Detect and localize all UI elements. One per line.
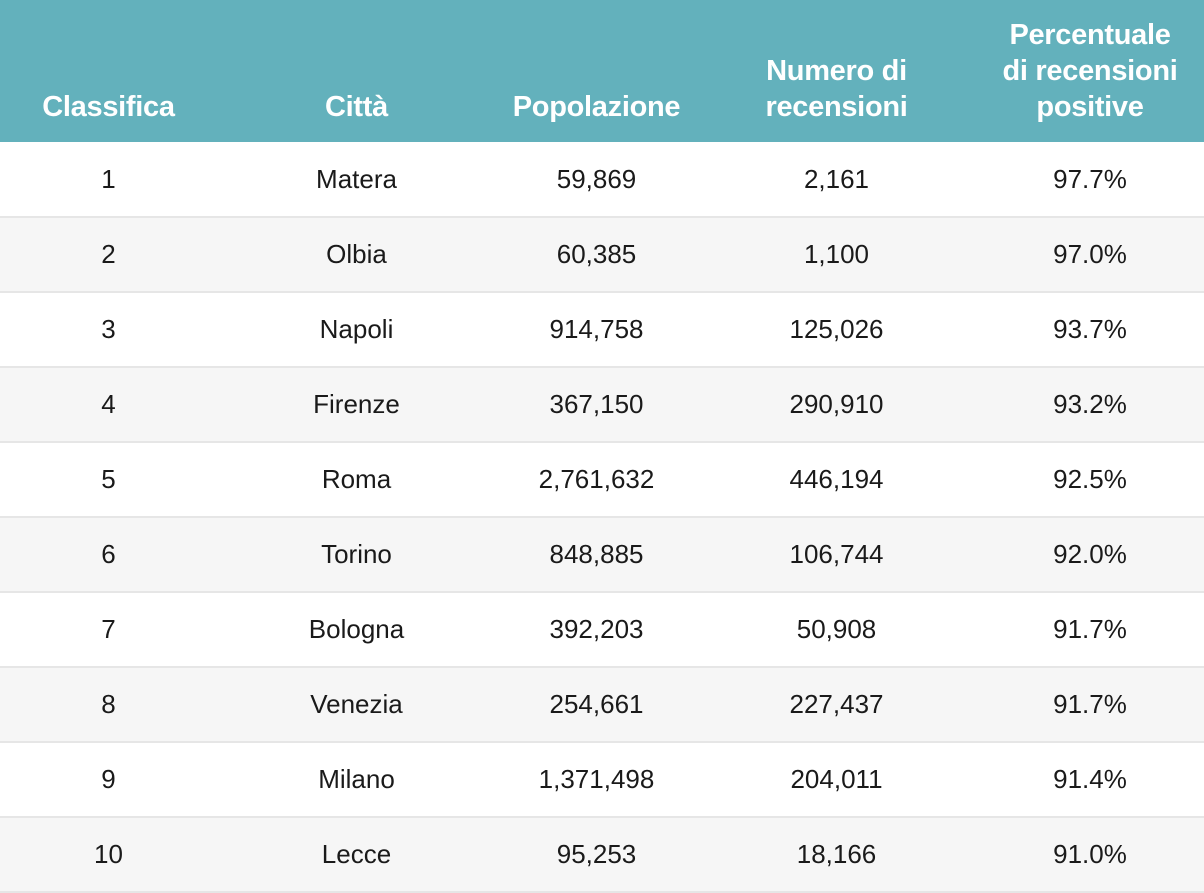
cell-rank: 9: [0, 742, 217, 818]
cell-population: 59,869: [496, 142, 697, 218]
cell-review-count: 2,161: [697, 142, 976, 218]
cell-positive-review-percent: 97.7%: [976, 142, 1204, 218]
column-header-line: positive: [1036, 91, 1144, 123]
table-row: 7 Bologna 392,203 50,908 91.7%: [0, 592, 1204, 668]
column-header-population: Popolazione: [496, 0, 697, 142]
column-header-line: Percentuale: [1009, 19, 1171, 51]
cell-positive-review-percent: 91.7%: [976, 667, 1204, 743]
table-row: 1 Matera 59,869 2,161 97.7%: [0, 142, 1204, 218]
column-header-line: Numero di: [766, 55, 907, 87]
cell-city: Napoli: [217, 292, 496, 368]
column-header-line: di recensioni: [1002, 55, 1178, 87]
cell-review-count: 446,194: [697, 442, 976, 518]
table-row: 8 Venezia 254,661 227,437 91.7%: [0, 667, 1204, 743]
column-header-line: recensioni: [765, 91, 908, 123]
column-header-line: Città: [325, 91, 388, 123]
cell-review-count: 227,437: [697, 667, 976, 743]
table-row: 6 Torino 848,885 106,744 92.0%: [0, 517, 1204, 593]
table-row: 4 Firenze 367,150 290,910 93.2%: [0, 367, 1204, 443]
cell-population: 848,885: [496, 517, 697, 593]
cell-rank: 8: [0, 667, 217, 743]
column-header-city: Città: [217, 0, 496, 142]
cell-rank: 1: [0, 142, 217, 218]
table-row: 9 Milano 1,371,498 204,011 91.4%: [0, 742, 1204, 818]
cell-city: Venezia: [217, 667, 496, 743]
cell-population: 367,150: [496, 367, 697, 443]
cell-population: 1,371,498: [496, 742, 697, 818]
cell-population: 60,385: [496, 217, 697, 293]
cell-city: Olbia: [217, 217, 496, 293]
cell-positive-review-percent: 93.2%: [976, 367, 1204, 443]
cell-population: 254,661: [496, 667, 697, 743]
cell-rank: 7: [0, 592, 217, 668]
cell-positive-review-percent: 93.7%: [976, 292, 1204, 368]
cell-population: 95,253: [496, 817, 697, 893]
cell-rank: 4: [0, 367, 217, 443]
column-header-line: Classifica: [42, 91, 175, 123]
cell-city: Matera: [217, 142, 496, 218]
cell-review-count: 106,744: [697, 517, 976, 593]
cell-city: Torino: [217, 517, 496, 593]
cell-positive-review-percent: 91.7%: [976, 592, 1204, 668]
cell-rank: 5: [0, 442, 217, 518]
column-header-positive-review-percent: Percentuale di recensioni positive: [976, 0, 1204, 142]
table-row: 10 Lecce 95,253 18,166 91.0%: [0, 817, 1204, 893]
cell-rank: 3: [0, 292, 217, 368]
header-row: Classifica Città Popolazione Numero di recen…: [0, 0, 1204, 142]
cell-rank: 10: [0, 817, 217, 893]
cell-rank: 6: [0, 517, 217, 593]
cell-review-count: 290,910: [697, 367, 976, 443]
cell-city: Bologna: [217, 592, 496, 668]
column-header-line: Popolazione: [512, 91, 681, 123]
column-header-rank: Classifica: [0, 0, 217, 142]
cell-population: 2,761,632: [496, 442, 697, 518]
cell-review-count: 1,100: [697, 217, 976, 293]
cell-population: 392,203: [496, 592, 697, 668]
table-row: 3 Napoli 914,758 125,026 93.7%: [0, 292, 1204, 368]
cell-city: Milano: [217, 742, 496, 818]
cell-review-count: 125,026: [697, 292, 976, 368]
cell-city: Firenze: [217, 367, 496, 443]
cell-positive-review-percent: 91.4%: [976, 742, 1204, 818]
cell-review-count: 204,011: [697, 742, 976, 818]
cell-city: Lecce: [217, 817, 496, 893]
column-header-review-count: Numero di recensioni: [697, 0, 976, 142]
cell-review-count: 50,908: [697, 592, 976, 668]
cell-positive-review-percent: 92.0%: [976, 517, 1204, 593]
table-row: 5 Roma 2,761,632 446,194 92.5%: [0, 442, 1204, 518]
table-body: 1 Matera 59,869 2,161 97.7% 2 Olbia 60,385 1,100…: [0, 142, 1204, 893]
cell-positive-review-percent: 92.5%: [976, 442, 1204, 518]
cell-review-count: 18,166: [697, 817, 976, 893]
cell-positive-review-percent: 97.0%: [976, 217, 1204, 293]
cell-positive-review-percent: 91.0%: [976, 817, 1204, 893]
cell-population: 914,758: [496, 292, 697, 368]
table-header: Classifica Città Popolazione Numero di recen…: [0, 0, 1204, 142]
cell-city: Roma: [217, 442, 496, 518]
cell-rank: 2: [0, 217, 217, 293]
table-row: 2 Olbia 60,385 1,100 97.0%: [0, 217, 1204, 293]
